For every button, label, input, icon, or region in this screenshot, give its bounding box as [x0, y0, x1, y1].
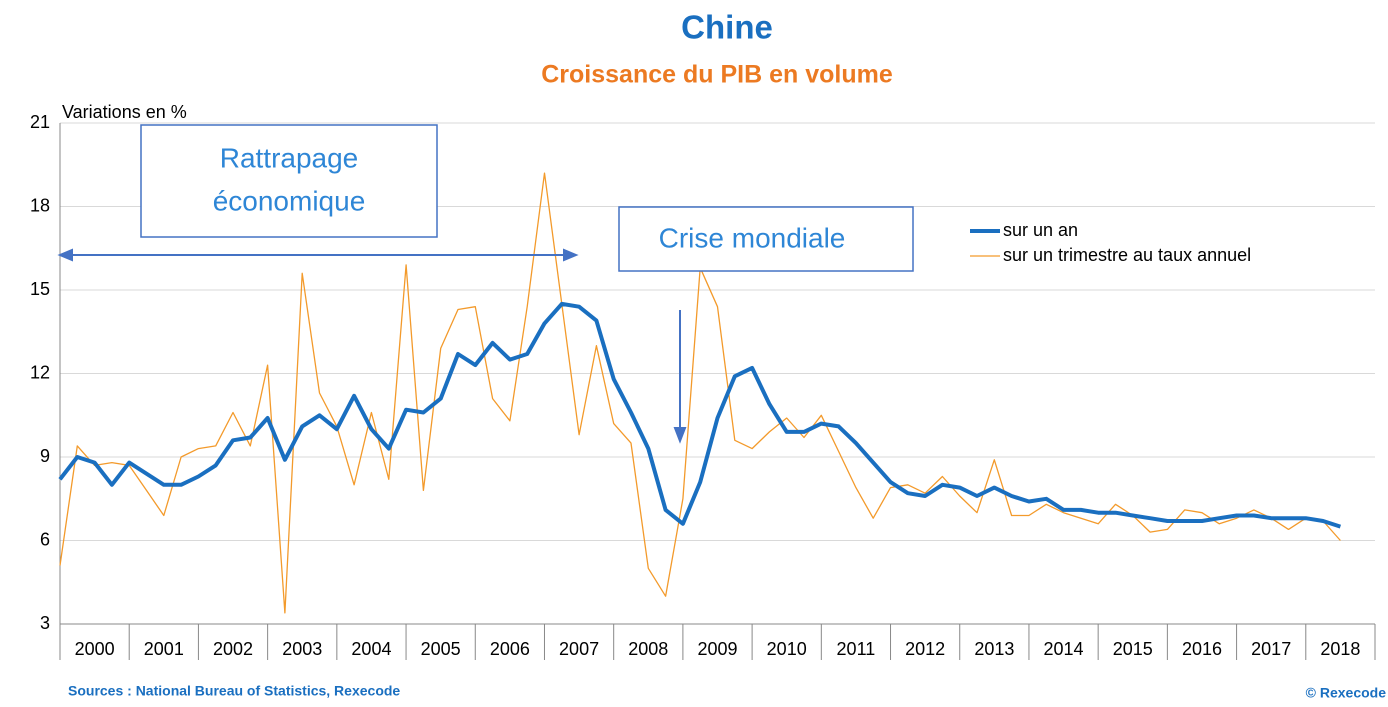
x-tick-label: 2014	[1044, 639, 1084, 659]
y-tick-label: 18	[30, 195, 50, 215]
x-tick-label: 2016	[1182, 639, 1222, 659]
annotation-text: Rattrapage	[220, 142, 359, 173]
annotation-text: économique	[213, 185, 366, 216]
y-tick-label: 6	[40, 529, 50, 549]
x-tick-label: 2008	[628, 639, 668, 659]
chart-title: Chine	[681, 9, 773, 46]
x-tick-label: 2012	[905, 639, 945, 659]
arrows	[57, 248, 687, 444]
series-line	[58, 301, 1342, 529]
y-tick-label: 21	[30, 112, 50, 132]
x-tick-label: 2000	[75, 639, 115, 659]
y-axis-label: Variations en %	[62, 102, 187, 122]
x-tick-label: 2013	[974, 639, 1014, 659]
x-tick-label: 2001	[144, 639, 184, 659]
arrow-head	[57, 248, 73, 262]
y-tick-label: 12	[30, 362, 50, 382]
arrow-head	[673, 427, 687, 444]
y-tick-label: 9	[40, 446, 50, 466]
arrow-head	[563, 248, 579, 262]
chart-subtitle: Croissance du PIB en volume	[541, 61, 893, 89]
x-tick-label: 2004	[351, 639, 391, 659]
x-tick-label: 2015	[1113, 639, 1153, 659]
source: Sources : National Bureau of Statistics,…	[68, 683, 400, 699]
annotation-box	[140, 124, 438, 238]
x-tick-label: 2002	[213, 639, 253, 659]
x-tick-label: 2011	[837, 639, 876, 659]
x-tick-label: 2003	[282, 639, 322, 659]
x-tick-label: 2018	[1320, 639, 1360, 659]
x-tick-label: 2005	[421, 639, 461, 659]
y-tick-label: 15	[30, 279, 50, 299]
x-tick-label: 2010	[767, 639, 807, 659]
x-tick-label: 2007	[559, 639, 599, 659]
legend-label: sur un trimestre au taux annuel	[1003, 245, 1251, 265]
copyright: © Rexecode	[1306, 685, 1387, 701]
legend-label: sur un an	[1003, 220, 1078, 240]
annotation-text: Crise mondiale	[659, 222, 846, 253]
x-tick-label: 2017	[1251, 639, 1291, 659]
x-tick-label: 2006	[490, 639, 530, 659]
y-tick-label: 3	[40, 613, 50, 633]
x-tick-label: 2009	[697, 639, 737, 659]
annotation-box	[618, 206, 914, 272]
